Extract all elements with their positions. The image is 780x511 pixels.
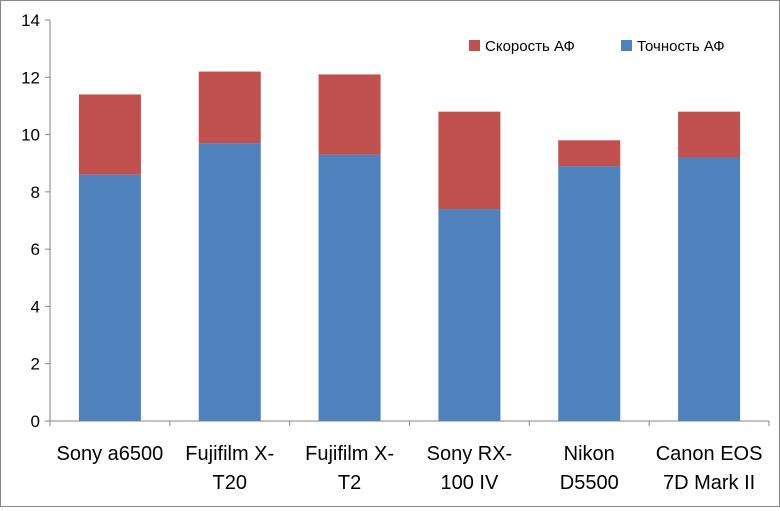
legend-label: Точность АФ bbox=[637, 38, 725, 55]
bar-speed bbox=[678, 111, 741, 158]
x-category-label: 7D Mark II bbox=[663, 472, 755, 494]
y-tick-label: 12 bbox=[21, 68, 40, 87]
bar-accuracy bbox=[198, 143, 261, 421]
y-tick-label: 8 bbox=[31, 183, 40, 202]
x-category-label: 100 IV bbox=[441, 472, 499, 494]
bar-speed bbox=[78, 94, 141, 175]
legend-label: Скорость АФ bbox=[485, 38, 575, 55]
legend-swatch bbox=[469, 40, 480, 51]
x-category-label: T2 bbox=[338, 472, 361, 494]
bars bbox=[78, 71, 741, 421]
x-category-label: Sony RX- bbox=[427, 443, 513, 465]
y-tick-label: 4 bbox=[31, 297, 40, 316]
x-category-label: Canon EOS bbox=[656, 443, 763, 465]
y-tick-label: 0 bbox=[31, 412, 40, 431]
y-tick-label: 10 bbox=[21, 126, 40, 145]
y-axis-labels: 0 2 4 6 8 10 12 14 bbox=[21, 11, 40, 431]
bar-accuracy bbox=[558, 166, 621, 421]
y-tick-label: 6 bbox=[31, 240, 40, 259]
x-category-label: Fujifilm X- bbox=[185, 443, 274, 465]
bar-accuracy bbox=[78, 174, 141, 421]
x-category-label: Nikon bbox=[564, 443, 615, 465]
x-category-label: D5500 bbox=[560, 472, 619, 494]
x-category-label: T20 bbox=[213, 472, 247, 494]
x-category-label: Sony a6500 bbox=[57, 443, 164, 465]
y-tick-label: 2 bbox=[31, 355, 40, 374]
bar-speed bbox=[198, 71, 261, 144]
legend: Скорость АФ Точность АФ bbox=[469, 38, 725, 55]
bar-accuracy bbox=[678, 157, 741, 421]
x-category-label: Fujifilm X- bbox=[305, 443, 394, 465]
axes bbox=[45, 19, 770, 426]
bar-speed bbox=[558, 140, 621, 167]
bar-speed bbox=[318, 74, 381, 155]
bar-accuracy bbox=[318, 154, 381, 421]
y-tick-label: 14 bbox=[21, 11, 40, 30]
x-axis-labels: Sony a6500 Fujifilm X- T20 Fujifilm X- T2 Son… bbox=[57, 443, 763, 494]
bar-speed bbox=[438, 111, 501, 210]
legend-swatch bbox=[621, 40, 632, 51]
bar-accuracy bbox=[438, 209, 501, 421]
